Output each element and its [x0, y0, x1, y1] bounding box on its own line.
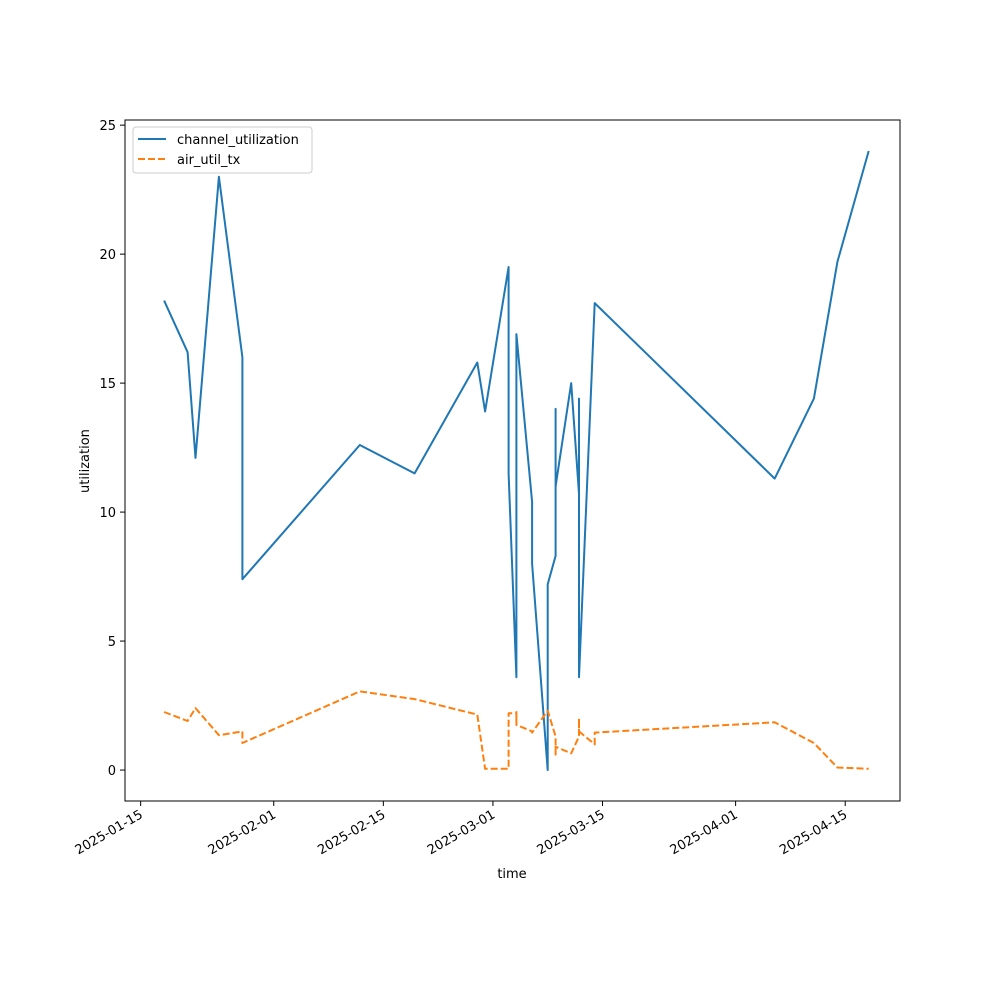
y-tick-label: 5 — [108, 635, 116, 650]
legend-box — [132, 126, 313, 174]
series-layer — [163, 150, 870, 771]
y-tick-label: 0 — [108, 764, 116, 779]
y-tick-label: 10 — [99, 506, 116, 521]
legend-label-air-util-tx: air_util_tx — [177, 153, 241, 168]
y-tick-label: 15 — [99, 377, 116, 392]
legend-label-channel-utilization: channel_utilization — [177, 133, 299, 148]
series-line-channel-utilization — [163, 150, 870, 771]
plot-frame — [124, 119, 901, 802]
y-tick-label: 25 — [99, 119, 116, 134]
y-tick-label: 20 — [99, 248, 116, 263]
y-axis: 0 5 10 15 20 25 — [99, 119, 125, 779]
series-line-air-util-tx — [163, 690, 869, 770]
x-axis-label: time — [497, 867, 526, 882]
legend: channel_utilization air_util_tx — [132, 126, 313, 174]
y-axis-label: utilization — [78, 429, 93, 493]
